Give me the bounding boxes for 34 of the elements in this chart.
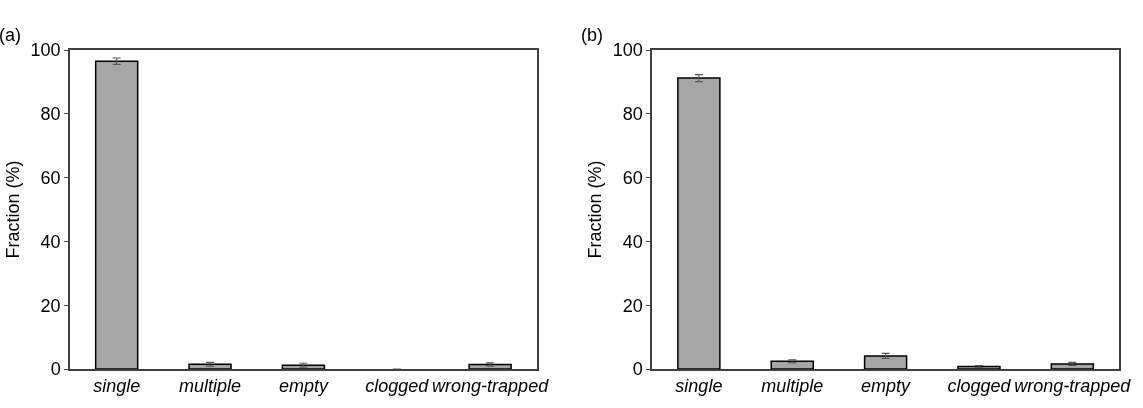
y-axis-title: Fraction (%) xyxy=(585,160,606,259)
y-tick-label: 80 xyxy=(622,104,643,125)
y-tick-label: 0 xyxy=(632,359,643,380)
chart-title: (b) xyxy=(581,25,603,45)
x-tick-label: clogged xyxy=(365,376,430,397)
bar xyxy=(468,363,512,369)
x-tick-label: multiple xyxy=(761,376,824,397)
y-tick-label: 100 xyxy=(30,40,61,61)
x-tick-label: multiple xyxy=(179,376,242,397)
x-tick-label: empty xyxy=(861,376,912,397)
y-tick-label: 0 xyxy=(50,359,61,380)
x-tick-label: clogged xyxy=(947,376,1012,397)
bar xyxy=(863,355,908,369)
bar xyxy=(188,363,232,369)
bar xyxy=(1050,363,1095,369)
x-tick-label: wrong-trapped xyxy=(432,376,550,397)
y-tick-label: 20 xyxy=(40,295,61,316)
chart-title: (a) xyxy=(0,25,21,45)
y-tick-label: 20 xyxy=(622,295,643,316)
y-tick-label: 100 xyxy=(612,40,643,61)
y-axis-title: Fraction (%) xyxy=(3,160,24,259)
y-tick-label: 40 xyxy=(40,231,61,252)
bar xyxy=(677,77,721,369)
y-tick-label: 40 xyxy=(622,231,643,252)
bar xyxy=(281,364,326,369)
bar xyxy=(770,360,814,369)
x-tick-label: single xyxy=(93,376,141,397)
x-tick-label: empty xyxy=(278,376,329,397)
y-tick-label: 80 xyxy=(40,104,61,125)
x-tick-label: wrong-trapped xyxy=(1014,376,1132,397)
y-tick-label: 60 xyxy=(622,167,643,188)
y-tick-label: 60 xyxy=(40,167,61,188)
bar xyxy=(94,60,139,369)
x-tick-label: single xyxy=(675,376,723,397)
